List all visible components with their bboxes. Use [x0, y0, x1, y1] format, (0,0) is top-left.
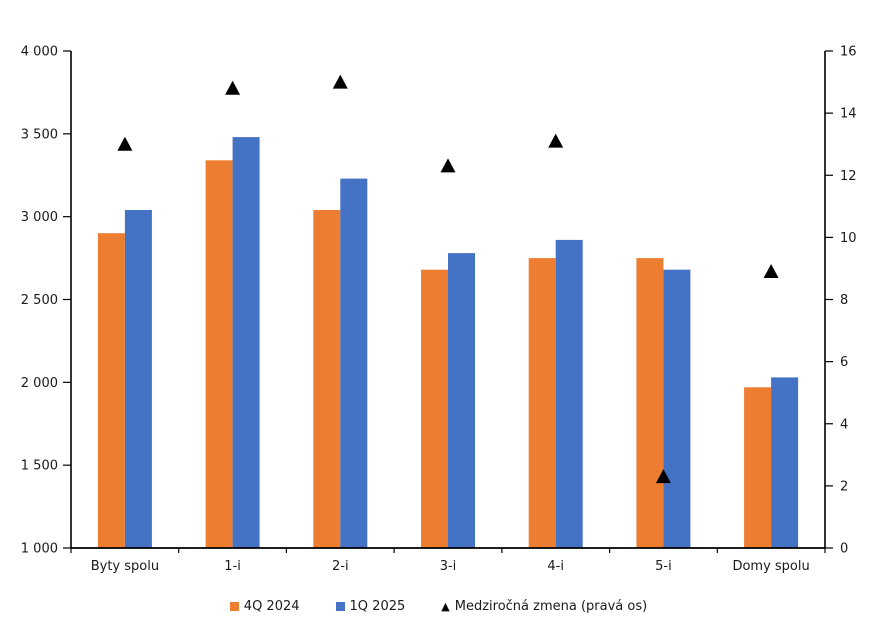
- right-axis-tick-label: 6: [840, 355, 848, 370]
- triangle-marker-4: [548, 133, 564, 148]
- bar-1q-2025-2: [340, 178, 368, 548]
- combo-bar-scatter-chart: 1 000 1 500 2 000 2 500 3 000 3 500 4 000 0 2 4 6 8…: [21, 45, 857, 575]
- legend-square-icon: [335, 602, 345, 611]
- right-axis-tick-label: 4: [840, 417, 848, 432]
- legend-triangle-icon: ▲: [441, 600, 450, 613]
- x-axis-category-label: 3-i: [440, 559, 457, 574]
- left-axis-tick-label: 4 000: [21, 45, 58, 60]
- right-axis-tick-label: 2: [840, 479, 848, 494]
- left-axis-tick-label: 2 500: [21, 293, 58, 308]
- bar-1q-2025-4: [555, 239, 583, 548]
- triangle-marker-3: [440, 158, 456, 173]
- left-axis-tick-label: 3 000: [21, 210, 58, 225]
- triangle-marker-6: [763, 264, 779, 278]
- bar-4q-2024-6: [744, 387, 772, 548]
- triangle-marker-1: [225, 80, 241, 95]
- bar-4q-2024-0: [97, 233, 125, 548]
- x-axis-category-label: 5-i: [655, 559, 672, 574]
- bar-1q-2025-0: [124, 210, 152, 548]
- left-axis-tick-label: 1 000: [21, 542, 58, 557]
- right-axis-tick-label: 0: [840, 542, 848, 557]
- legend-label: Medziročná zmena (pravá os): [454, 599, 648, 614]
- bar-1q-2025-3: [448, 253, 475, 548]
- x-axis-category-label: Domy spolu: [732, 559, 809, 574]
- legend-item-4q-2024: 4Q 2024: [229, 599, 300, 614]
- x-axis-category-label: 4-i: [547, 559, 564, 574]
- right-axis-tick-label: 16: [840, 45, 857, 60]
- legend-square-icon: [229, 602, 239, 611]
- legend-label: 1Q 2025: [349, 599, 406, 614]
- left-axis-tick-label: 2 000: [21, 376, 58, 391]
- bar-4q-2024-5: [636, 258, 664, 548]
- bar-4q-2024-2: [313, 210, 341, 548]
- triangle-marker-0: [117, 136, 133, 151]
- right-axis-tick-label: 8: [840, 293, 848, 308]
- chart-legend: 4Q 2024 1Q 2025 ▲ Medziročná zmena (pravá o…: [0, 599, 877, 614]
- x-axis-category-label: 2-i: [332, 559, 349, 574]
- bar-1q-2025-1: [232, 137, 260, 548]
- bar-4q-2024-3: [421, 269, 448, 548]
- left-axis-tick-label: 1 500: [21, 459, 58, 474]
- triangle-marker-5: [655, 469, 671, 484]
- bar-4q-2024-4: [528, 258, 556, 548]
- bar-1q-2025-6: [771, 377, 799, 548]
- x-axis-category-label: 1-i: [224, 559, 241, 574]
- bar-4q-2024-1: [205, 160, 233, 549]
- legend-item-medziročná-zmena-(pravá-os): ▲ Medziročná zmena (pravá os): [441, 599, 647, 614]
- x-axis-category-label: Byty spolu: [91, 559, 159, 574]
- left-axis-tick-label: 3 500: [21, 127, 58, 142]
- right-axis-tick-label: 10: [840, 231, 857, 246]
- bar-1q-2025-5: [663, 269, 691, 548]
- legend-label: 4Q 2024: [243, 599, 300, 614]
- triangle-marker-2: [332, 74, 348, 89]
- right-axis-tick-label: 12: [840, 169, 857, 184]
- legend-item-1q-2025: 1Q 2025: [335, 599, 406, 614]
- right-axis-tick-label: 14: [840, 107, 857, 122]
